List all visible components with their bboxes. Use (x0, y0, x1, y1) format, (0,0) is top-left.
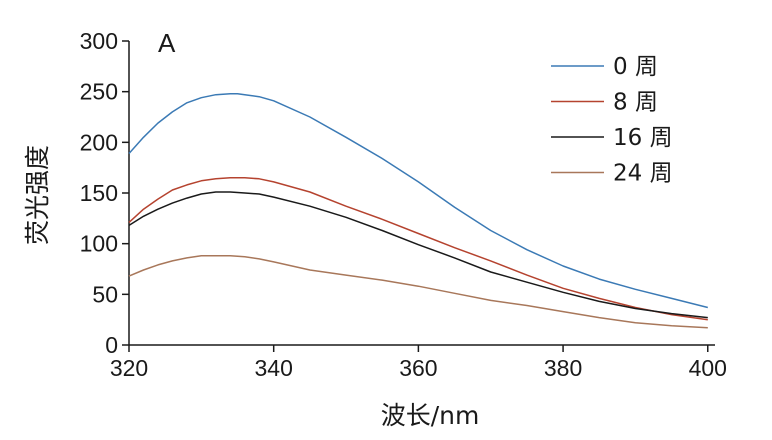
x-tick-label: 380 (544, 355, 582, 381)
series-line-1 (128, 177, 708, 321)
series-line-2 (128, 191, 708, 319)
legend-label-1: 8 周 (613, 90, 658, 116)
y-tick-label: 200 (80, 129, 118, 155)
legend: 0 周 8 周 16 周 24 周 (551, 54, 673, 187)
legend-label-2: 16 周 (613, 125, 673, 151)
series-lines (128, 92, 708, 329)
x-tick-label: 340 (255, 355, 293, 381)
x-axis-label: 波长/nm (381, 401, 480, 430)
x-tick-label: 320 (110, 355, 148, 381)
legend-label-0: 0 周 (613, 54, 658, 80)
y-tick-label: 0 (105, 332, 118, 358)
y-tick-label: 50 (92, 281, 118, 307)
x-tick-label: 400 (689, 355, 727, 381)
legend-label-3: 24 周 (613, 161, 673, 187)
x-tick-label: 360 (399, 355, 437, 381)
panel-label: A (158, 28, 176, 58)
series-line-0 (128, 92, 708, 309)
y-tick-label: 300 (80, 28, 118, 54)
y-tick-label: 250 (80, 79, 118, 105)
axes: 0 50 100 150 200 250 300 320 340 360 380 400 (80, 28, 727, 381)
y-axis-label: 荧光强度 (23, 145, 52, 245)
y-tick-label: 150 (80, 180, 118, 206)
series-line-3 (128, 255, 708, 329)
y-tick-label: 100 (80, 231, 118, 257)
